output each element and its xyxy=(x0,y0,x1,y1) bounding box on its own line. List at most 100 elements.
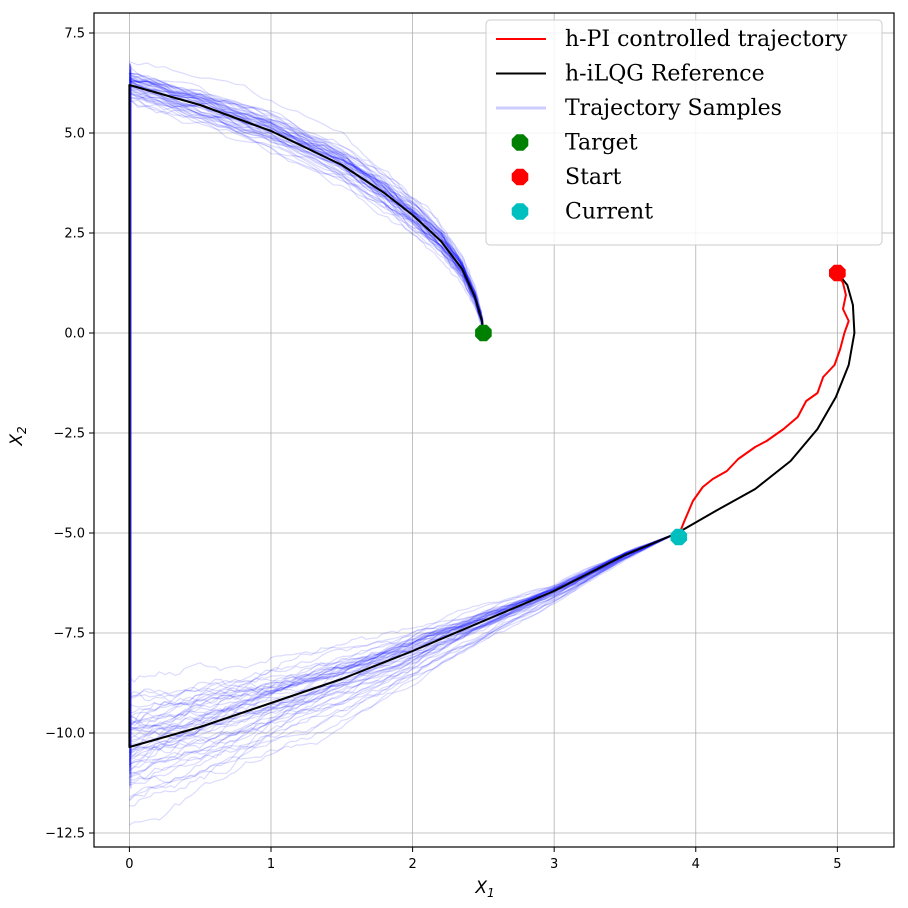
point-markers xyxy=(475,264,846,546)
y-axis-label: X2 xyxy=(7,426,29,446)
sample-path xyxy=(129,532,679,732)
legend: h-PI controlled trajectory h-iLQG Referen… xyxy=(485,19,883,246)
legend-label-reference: h-iLQG Reference xyxy=(565,62,765,87)
y-tick-label: 7.5 xyxy=(64,27,85,42)
legend-swatch-start xyxy=(511,168,529,186)
legend-box xyxy=(485,19,883,246)
sample-path xyxy=(129,532,678,802)
sample-path xyxy=(129,84,485,334)
legend-swatch-target xyxy=(511,134,529,151)
y-tick-label: 2.5 xyxy=(64,227,85,242)
sample-path xyxy=(129,532,678,775)
y-tick-label: −2.5 xyxy=(53,427,85,442)
legend-label-current: Current xyxy=(565,200,653,225)
sample-path xyxy=(129,532,679,722)
sample-path xyxy=(128,532,678,754)
sample-path xyxy=(129,532,679,724)
y-tick-label: −5.0 xyxy=(53,527,85,542)
sample-path xyxy=(129,532,678,743)
trajectory-samples xyxy=(127,60,679,826)
sample-path xyxy=(129,91,484,334)
sample-path xyxy=(129,532,678,798)
start-marker xyxy=(829,264,846,282)
x-tick-label: 0 xyxy=(125,857,133,872)
x-tick-label: 5 xyxy=(833,857,841,872)
sample-path xyxy=(129,80,485,334)
sample-path xyxy=(128,94,485,334)
sample-path xyxy=(130,532,678,733)
sample-path xyxy=(128,79,485,334)
sample-path xyxy=(129,79,485,334)
sample-path xyxy=(128,532,678,708)
y-tick-label: 0.0 xyxy=(64,327,85,342)
sample-path xyxy=(128,532,678,772)
sample-path xyxy=(129,532,678,742)
sample-path xyxy=(128,532,678,697)
sample-path xyxy=(129,532,678,733)
legend-label-samples: Trajectory Samples xyxy=(565,96,782,121)
y-axis-ticks: 7.5 5.0 2.5 0.0 −2.5 −5.0 −7.5 −10.0 −12.5 xyxy=(45,27,94,842)
sample-path xyxy=(129,532,678,784)
sample-path xyxy=(129,79,485,334)
sample-path xyxy=(129,532,678,761)
sample-path xyxy=(129,532,679,737)
x-tick-label: 1 xyxy=(267,857,275,872)
sample-path xyxy=(129,532,678,749)
x-axis-ticks: 0 1 2 3 4 5 xyxy=(125,847,842,872)
sample-path xyxy=(129,532,678,740)
reference-line xyxy=(128,84,856,748)
x-tick-label: 3 xyxy=(550,857,558,872)
sample-path xyxy=(129,532,678,728)
sample-path xyxy=(128,87,485,334)
sample-path xyxy=(128,532,677,729)
sample-path xyxy=(129,532,678,724)
sample-path xyxy=(129,79,485,334)
sample-path xyxy=(129,532,678,778)
x-tick-label: 4 xyxy=(692,857,700,872)
sample-path xyxy=(129,80,485,334)
legend-swatch-current xyxy=(511,203,529,220)
series-lines xyxy=(128,84,856,748)
sample-path xyxy=(129,81,485,334)
sample-path xyxy=(129,82,485,334)
y-tick-label: −12.5 xyxy=(45,827,85,842)
sample-path xyxy=(129,81,485,334)
sample-path xyxy=(129,532,678,730)
x-axis-label: X1 xyxy=(474,878,494,900)
sample-path xyxy=(128,82,484,334)
y-tick-label: −10.0 xyxy=(45,727,85,742)
plot-frame xyxy=(93,12,895,848)
sample-path xyxy=(129,97,485,334)
sample-path xyxy=(129,532,678,729)
sample-path xyxy=(128,532,678,698)
sample-path xyxy=(129,532,678,759)
sample-path xyxy=(130,77,485,333)
current-marker xyxy=(670,528,688,546)
legend-label-controlled: h-PI controlled trajectory xyxy=(565,27,848,52)
sample-path xyxy=(129,80,485,334)
sample-path xyxy=(129,66,485,334)
sample-path xyxy=(129,532,678,701)
sample-path xyxy=(129,532,679,765)
sample-path xyxy=(129,532,678,826)
sample-path xyxy=(128,532,678,683)
sample-path xyxy=(129,532,679,807)
sample-path xyxy=(128,99,485,334)
y-tick-label: −7.5 xyxy=(53,627,85,642)
y-tick-label: 5.0 xyxy=(64,127,85,142)
sample-path xyxy=(129,532,678,786)
sample-path xyxy=(128,86,485,334)
sample-path xyxy=(128,532,679,801)
sample-path xyxy=(128,532,678,766)
sample-path xyxy=(128,532,678,725)
sample-path xyxy=(129,532,678,745)
legend-label-target: Target xyxy=(565,131,638,156)
target-marker xyxy=(475,324,492,342)
x-tick-label: 2 xyxy=(408,857,416,872)
sample-path xyxy=(127,85,485,334)
sample-path xyxy=(129,86,485,334)
sample-path xyxy=(129,532,679,719)
legend-label-start: Start xyxy=(565,165,622,190)
sample-path xyxy=(129,532,678,715)
